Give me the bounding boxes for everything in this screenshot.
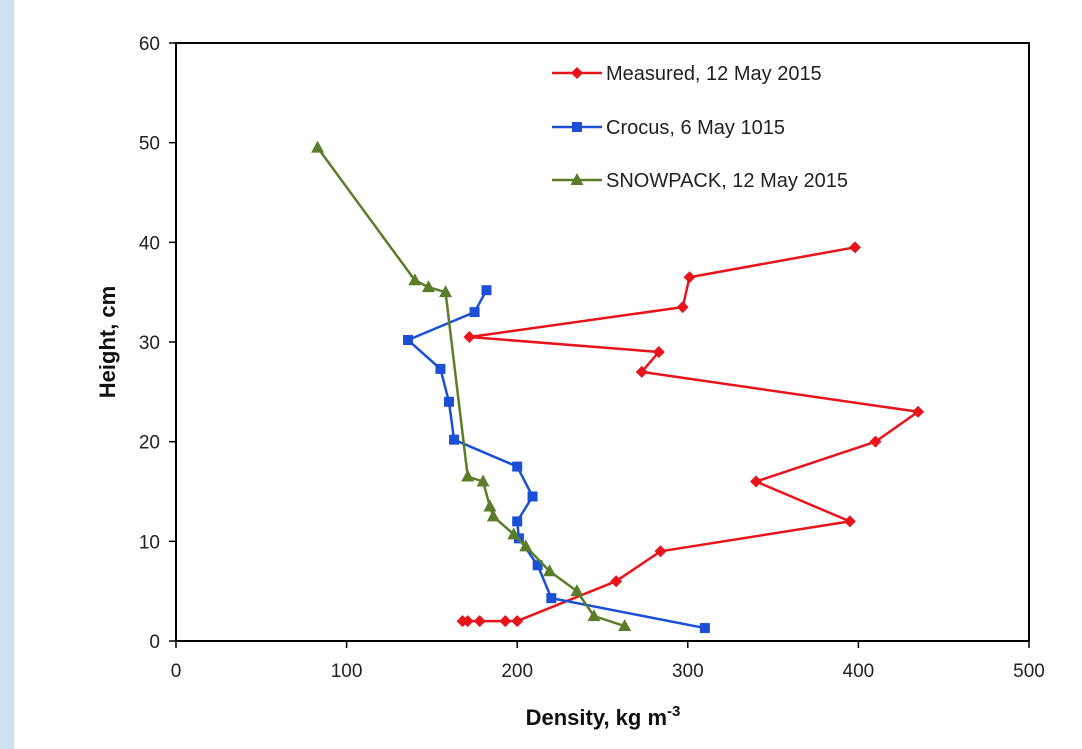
x-axis-title: Density, kg m-3 [526, 703, 681, 730]
crocus-point [443, 396, 454, 407]
crocus-point [546, 593, 557, 604]
series-crocus [403, 285, 710, 634]
x-tick-label: 0 [171, 661, 182, 682]
measured-point [654, 545, 667, 558]
measured-point [869, 435, 882, 448]
y-tick-label: 10 [139, 532, 160, 553]
crocus-point [532, 560, 543, 571]
crocus-point [469, 307, 480, 318]
measured-point [473, 615, 486, 628]
legend-swatch-marker [571, 67, 583, 79]
measured-point [461, 615, 474, 628]
snowpack-point [483, 499, 497, 512]
measured-point [848, 241, 861, 254]
legend-label: Measured, 12 May 2015 [606, 63, 822, 85]
snowpack-point [311, 140, 325, 153]
measured-point [463, 331, 476, 344]
y-tick-label: 40 [139, 233, 160, 254]
legend-label: Crocus, 6 May 1015 [606, 117, 785, 139]
crocus-point [435, 363, 446, 374]
y-tick-label: 60 [139, 34, 160, 55]
crocus-point [527, 491, 538, 502]
x-tick-label: 100 [331, 661, 363, 682]
snowpack-point [439, 285, 453, 298]
legend: Measured, 12 May 2015 Crocus, 6 May 1015 S… [552, 63, 848, 192]
crocus-point [481, 285, 492, 296]
series-snowpack [311, 140, 632, 632]
x-tick-label: 400 [843, 661, 875, 682]
x-axis-title-superscript: -3 [667, 703, 680, 720]
measured-point [652, 345, 665, 358]
measured-point [610, 575, 623, 588]
snowpack-point [543, 564, 557, 577]
legend-swatch-marker [570, 173, 584, 185]
snowpack-point [486, 509, 500, 522]
snowpack-point [618, 619, 632, 632]
snowpack-line [316, 146, 626, 628]
x-tick-label: 300 [672, 661, 704, 682]
y-tick-label: 50 [139, 134, 160, 155]
measured-point [683, 271, 696, 284]
crocus-point [403, 335, 414, 346]
x-axis-ticks: 0 100 200 300 400 500 [171, 641, 1045, 682]
y-tick-label: 20 [139, 433, 160, 454]
measured-line [462, 246, 920, 623]
legend-item-crocus: Crocus, 6 May 1015 [552, 117, 785, 139]
measured-point [511, 615, 524, 628]
legend-item-snowpack: SNOWPACK, 12 May 2015 [552, 170, 848, 192]
crocus-point [699, 623, 710, 634]
legend-item-measured: Measured, 12 May 2015 [552, 63, 822, 85]
y-tick-label: 30 [139, 333, 160, 354]
snowpack-point [587, 609, 601, 622]
legend-swatch-marker [572, 122, 582, 132]
crocus-point [512, 516, 523, 527]
chart-panel: 0 100 200 300 400 500 0 10 20 30 40 50 60 Density, … [14, 0, 1082, 749]
measured-point [676, 301, 689, 314]
snowpack-point [476, 474, 490, 487]
measured-point [499, 615, 512, 628]
snowpack-point [507, 527, 521, 540]
density-height-chart: 0 100 200 300 400 500 0 10 20 30 40 50 60 Density, … [95, 34, 1045, 730]
y-axis-ticks: 0 10 20 30 40 50 60 [139, 34, 176, 653]
crocus-point [449, 434, 460, 445]
snowpack-point [570, 584, 584, 597]
series-measured [456, 241, 925, 628]
measured-point [750, 475, 763, 488]
measured-point [912, 405, 925, 418]
plot-area-border [175, 42, 1030, 642]
snowpack-point [519, 539, 533, 552]
measured-point [843, 515, 856, 528]
y-tick-label: 0 [149, 632, 160, 653]
snowpack-point [408, 273, 422, 286]
crocus-point [512, 461, 523, 472]
snowpack-point [461, 469, 475, 482]
snowpack-point [421, 280, 435, 293]
measured-point [635, 365, 648, 378]
x-tick-label: 200 [501, 661, 533, 682]
x-tick-label: 500 [1013, 661, 1045, 682]
series-layer [311, 140, 925, 634]
legend-label: SNOWPACK, 12 May 2015 [606, 170, 848, 192]
y-axis-title: Height, cm [95, 286, 120, 398]
